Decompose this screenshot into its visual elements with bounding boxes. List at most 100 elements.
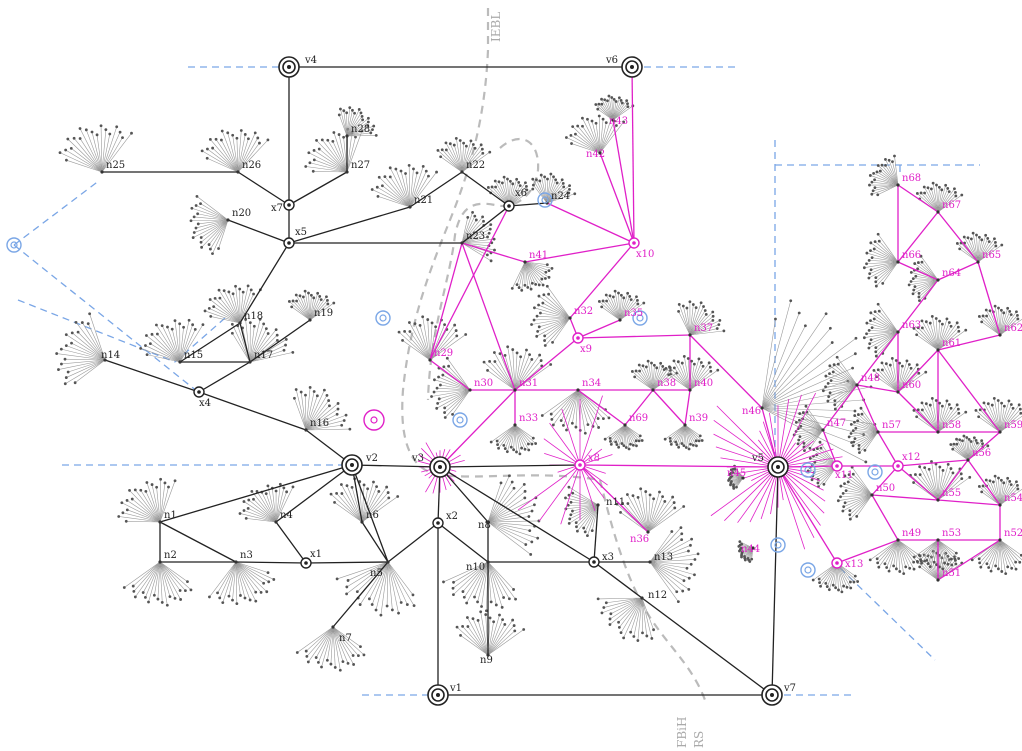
load-fan-tip — [532, 318, 536, 322]
load-fan-tip — [502, 443, 506, 447]
load-fan-tip — [545, 284, 549, 288]
node-n43 — [611, 118, 615, 122]
load-fan-spoke — [514, 424, 522, 449]
load-fan-spoke — [387, 561, 414, 596]
load-fan-spoke — [338, 134, 348, 173]
load-fan-tip — [163, 481, 167, 485]
load-fan-tip — [840, 590, 844, 594]
load-fan-spoke — [248, 508, 277, 523]
load-fan-spoke — [303, 296, 311, 321]
edge-v5-v7 — [771, 466, 779, 696]
load-fan-tip — [64, 148, 68, 152]
load-fan-spoke — [524, 261, 540, 286]
load-fan-tip — [571, 125, 575, 129]
load-fan-spoke — [387, 561, 408, 605]
load-fan-spoke — [937, 408, 959, 433]
load-fan-tip — [613, 289, 617, 293]
load-fan-tip — [386, 491, 390, 494]
load-fan-spoke — [601, 306, 621, 321]
load-fan-spoke — [602, 300, 621, 321]
load-fan-tip — [139, 488, 143, 492]
load-fan-tip — [549, 363, 553, 366]
load-fan-tip — [76, 330, 80, 334]
load-fan-tip — [837, 588, 840, 592]
load-fan-spoke — [997, 400, 1001, 433]
load-fan-spoke — [204, 310, 241, 324]
load-fan-spoke — [135, 561, 161, 598]
node-n17 — [248, 360, 252, 364]
load-fan-tip — [184, 589, 187, 592]
load-fan-tip — [957, 329, 961, 333]
load-fan-spoke — [734, 465, 744, 479]
load-fan-tip — [880, 163, 884, 167]
load-fan-tip — [981, 484, 985, 488]
load-fan-n67 — [915, 181, 964, 213]
load-fan-tip — [586, 117, 589, 121]
load-fan-tip — [545, 263, 549, 267]
node-x13-core — [835, 561, 839, 565]
load-fan-tip — [676, 600, 680, 604]
load-fan-spoke — [828, 384, 858, 397]
load-fan-n26 — [200, 129, 270, 173]
feeder-burst-spoke — [713, 419, 779, 468]
load-fan-tip — [375, 485, 378, 489]
load-fan-tip — [867, 328, 871, 332]
edge-n49-x13 — [836, 539, 899, 564]
load-fan-spoke — [309, 303, 329, 321]
boundary-label-iebl: IEBL — [489, 12, 503, 42]
load-fan-spoke — [566, 137, 601, 154]
node-n26 — [236, 170, 240, 174]
load-fan-tip — [320, 665, 323, 669]
load-fan-tip — [590, 119, 594, 123]
load-fan-tip — [917, 292, 921, 295]
load-fan-spoke — [66, 334, 106, 361]
external-feeder-dash — [13, 244, 199, 393]
load-fan-spoke — [159, 561, 168, 606]
load-fan-spoke — [937, 194, 962, 213]
node-v3 — [429, 456, 451, 478]
load-fan-tip — [852, 580, 856, 584]
load-fan-spoke — [859, 431, 879, 453]
edge-n1-n3 — [159, 521, 237, 563]
load-fan-spoke — [937, 191, 950, 213]
load-fan-spoke — [931, 556, 939, 581]
load-fan-spoke — [649, 561, 689, 590]
load-fan-tip — [551, 341, 554, 344]
load-fan-spoke — [689, 324, 719, 336]
load-fan-spoke — [920, 256, 939, 281]
load-fan-spoke — [915, 474, 939, 501]
load-fan-tip — [562, 423, 565, 427]
load-fan-spoke — [218, 219, 229, 249]
feeder-burst-spoke — [579, 464, 605, 499]
load-fan-spoke — [215, 139, 239, 173]
node-n5 — [386, 560, 390, 564]
load-fan-tip — [462, 141, 466, 145]
node-n56 — [966, 458, 970, 462]
load-fan-spoke — [159, 561, 181, 600]
edge-n29-x6 — [429, 205, 510, 361]
load-fan-tip — [704, 312, 708, 316]
load-fan-tip — [295, 299, 298, 303]
load-fan-spoke — [235, 561, 256, 593]
load-fan-spoke — [145, 491, 161, 523]
load-fan-spoke — [510, 424, 516, 448]
load-fan-tip — [672, 366, 676, 370]
load-fan-tip — [380, 184, 384, 188]
load-fan-tip — [542, 293, 546, 297]
edge-x5-n18 — [239, 242, 290, 324]
load-fan-tip — [301, 295, 305, 299]
load-fan-spoke — [963, 435, 969, 461]
load-fan-spoke — [387, 561, 399, 614]
load-fan-tip — [565, 428, 568, 432]
load-fan-spoke — [684, 424, 697, 442]
load-fan-spoke — [565, 504, 599, 510]
load-fan-tip — [851, 429, 855, 433]
load-fan-tip — [248, 598, 252, 602]
load-fan-spoke — [68, 359, 106, 373]
load-fan-tip — [740, 542, 744, 546]
load-fan-spoke — [999, 315, 1018, 336]
load-fan-spoke — [436, 389, 471, 409]
load-fan-tip — [870, 192, 874, 196]
load-fan-spoke — [232, 333, 251, 363]
load-fan-tip — [70, 331, 74, 335]
